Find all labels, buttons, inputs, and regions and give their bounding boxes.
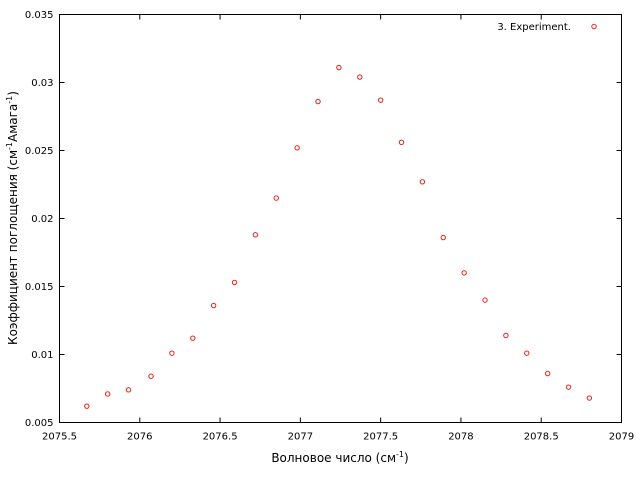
x-tick-label: 2078: [448, 432, 473, 443]
x-tick-label: 2077.5: [363, 432, 398, 443]
data-point: [461, 270, 467, 276]
y-tick-label: 0.01: [31, 350, 53, 361]
data-point: [148, 373, 154, 379]
x-tick-label: 2076: [127, 432, 152, 443]
data-point: [357, 74, 363, 80]
data-point: [125, 387, 132, 393]
x-tick-label: 2075.5: [42, 432, 77, 443]
data-point: [84, 403, 90, 409]
data-point: [524, 350, 530, 356]
data-point: [273, 195, 279, 201]
data-point: [294, 145, 300, 151]
data-point: [190, 335, 196, 341]
data-point: [104, 391, 111, 397]
y-axis-label-middle: Амага: [6, 104, 20, 142]
data-point: [398, 139, 405, 146]
y-tick-label: 0.015: [25, 282, 54, 293]
x-tick-label: 2078.5: [524, 432, 559, 443]
y-tick-label: 0.03: [31, 78, 53, 89]
x-tick-label: 2079: [609, 432, 634, 443]
data-point: [336, 64, 342, 71]
y-tick-label: 0.02: [31, 214, 53, 225]
x-axis-label: Волновое число (см-1): [271, 450, 408, 465]
x-tick-label: 2076.5: [203, 432, 238, 443]
legend-label: 3. Experiment.: [497, 22, 571, 33]
data-point: [377, 97, 384, 103]
data-point: [586, 395, 593, 401]
y-tick-label: 0.005: [25, 418, 54, 429]
y-axis-label-sup1: -1: [5, 142, 14, 150]
y-axis-label-main: Коэффициент поглощения (см: [6, 150, 20, 345]
y-axis-label-sup2: -1: [5, 96, 14, 104]
data-point: [169, 350, 175, 356]
legend-marker: [591, 23, 597, 30]
data-point: [482, 297, 488, 303]
series-experiment: [84, 64, 593, 409]
x-axis-label-sup: -1: [396, 450, 404, 459]
data-point: [315, 98, 321, 105]
y-axis: 0.005 0.01 0.015 0.02 0.025 0.03 0.035: [25, 10, 622, 429]
data-point: [231, 279, 238, 286]
legend: 3. Experiment.: [497, 22, 597, 33]
y-tick-label: 0.025: [25, 146, 54, 157]
data-point: [419, 179, 426, 185]
y-tick-label: 0.035: [25, 10, 54, 21]
data-point: [210, 302, 217, 309]
y-axis-label: Коэффициент поглощения (см-1Амага-1): [5, 91, 20, 345]
data-point: [252, 232, 259, 238]
data-point: [565, 384, 572, 390]
data-point: [440, 234, 446, 241]
x-tick-label: 2077: [288, 432, 313, 443]
y-axis-label-tail: ): [6, 91, 20, 96]
x-axis: 2075.5 2076 2076.5 2077 2077.5 2078 2078.5 2079: [42, 14, 634, 443]
data-point: [544, 370, 551, 377]
x-axis-label-tail: ): [404, 451, 409, 465]
x-axis-label-main: Волновое число (см: [271, 451, 396, 465]
data-point: [503, 332, 509, 339]
